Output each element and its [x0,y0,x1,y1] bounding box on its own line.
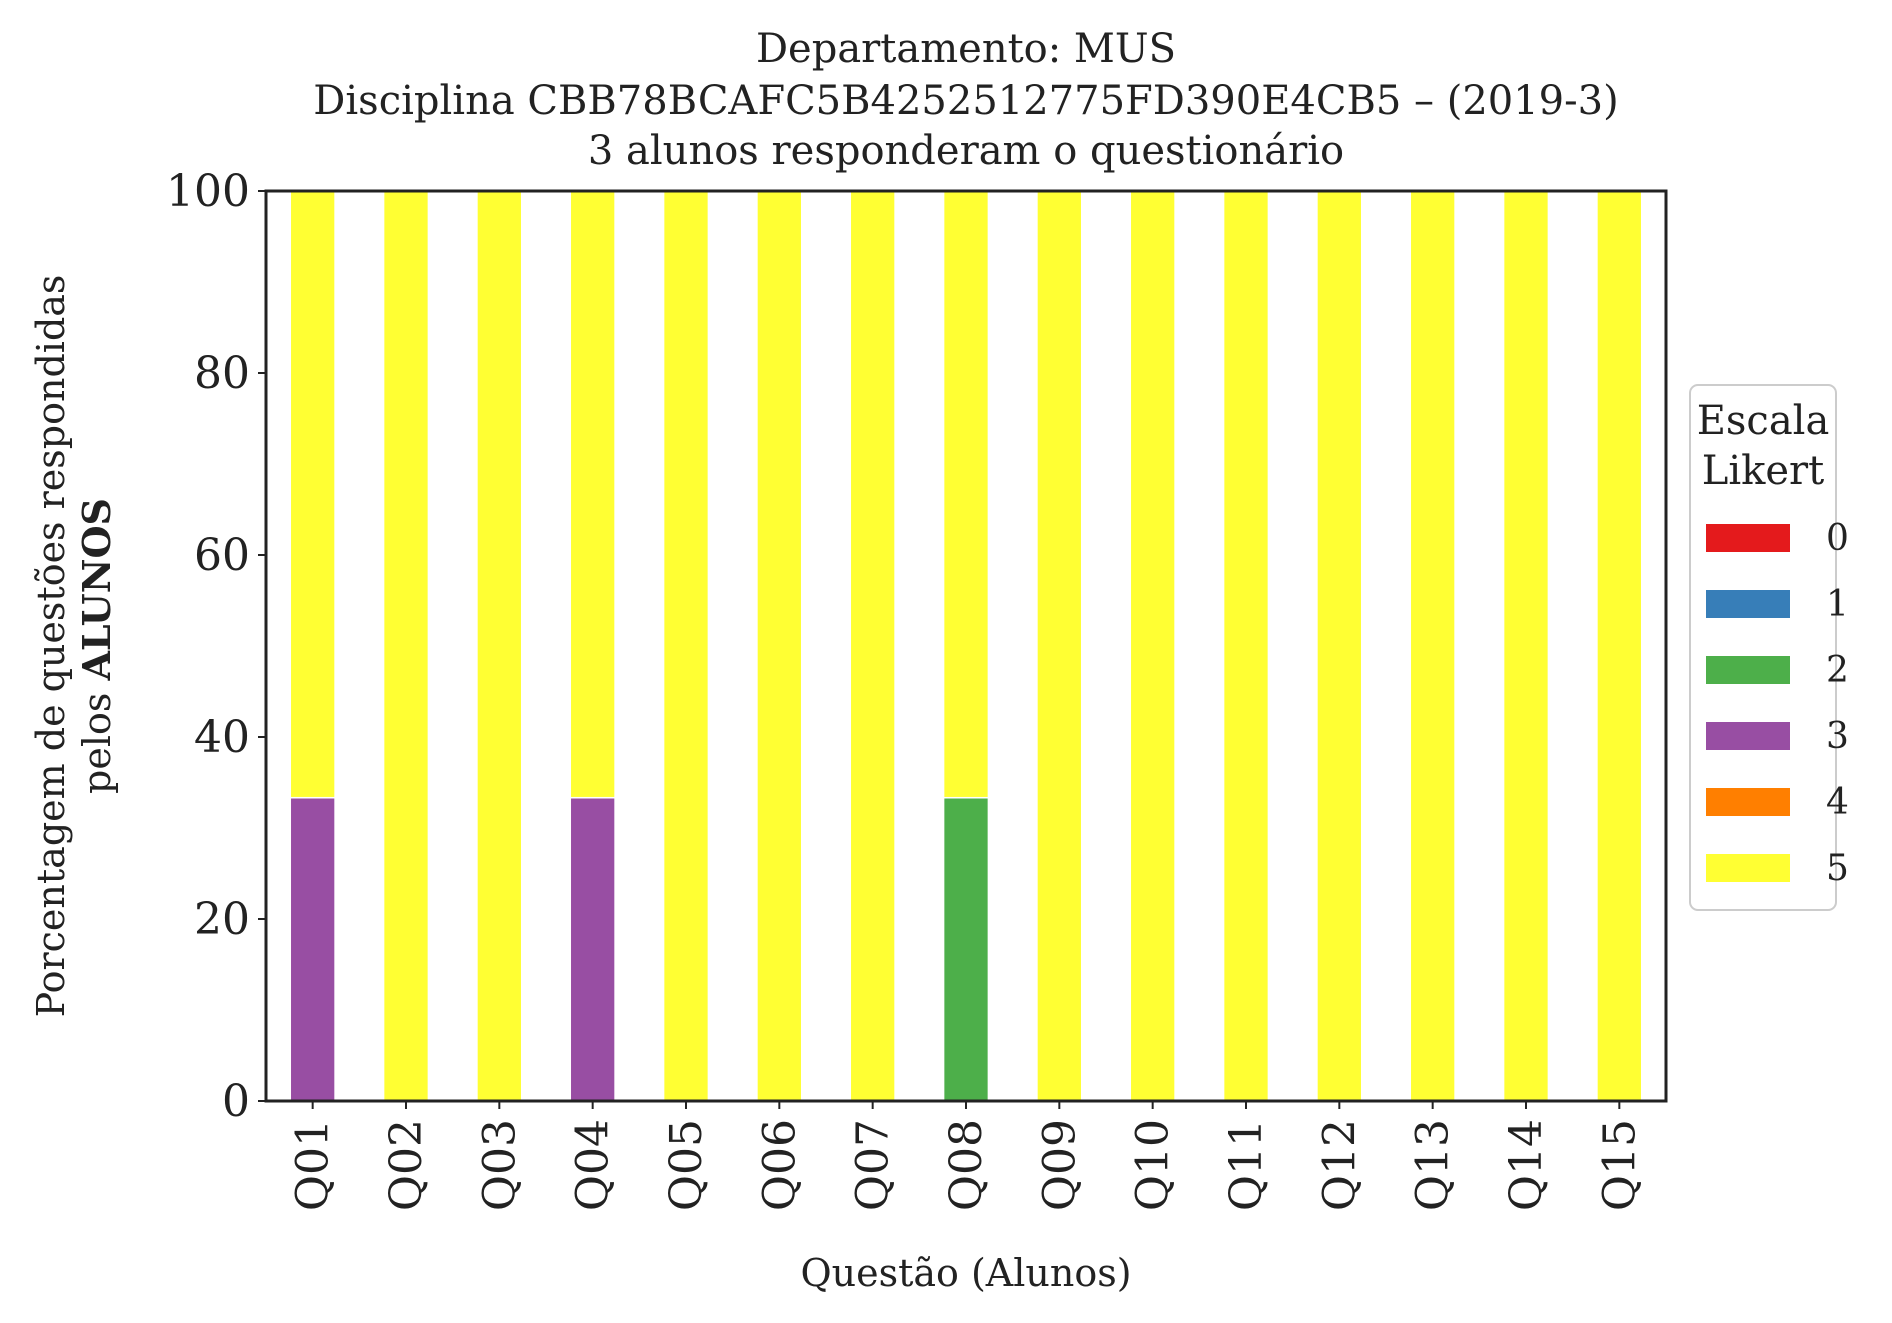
x-tick-label-q13: Q13 [1408,1119,1459,1211]
legend-frame [1689,384,1837,911]
x-tick-label-q12: Q12 [1314,1119,1365,1211]
bar-segment-q05-likert-5 [662,190,710,1102]
bar-segment-q06-likert-5 [756,190,803,1102]
x-tick-label-q08: Q08 [941,1119,992,1211]
y-axis-label-line-2: pelos ALUNOS [74,498,119,794]
bar-segment-q13-likert-5 [1409,190,1456,1102]
x-tick-label-q03: Q03 [474,1119,525,1211]
x-axis-label: Questão (Alunos) [800,1251,1131,1295]
chart-title-line-1: Departamento: MUS [756,26,1176,72]
x-tick-label-q04: Q04 [568,1119,619,1211]
y-tick-label: 20 [194,894,250,945]
x-tick-label-q05: Q05 [661,1119,712,1211]
legend-swatch-2 [1706,656,1790,684]
legend-swatch-5 [1706,854,1790,882]
bar-segment-q14-likert-5 [1502,190,1550,1102]
x-tick-label-q10: Q10 [1128,1119,1179,1211]
x-tick-label-q09: Q09 [1034,1119,1085,1211]
x-tick-label-q06: Q06 [754,1119,805,1211]
bar-segment-q09-likert-5 [1036,190,1083,1102]
bar-segment-q03-likert-5 [476,190,523,1102]
bar-segment-q02-likert-5 [382,190,430,1102]
y-tick-label: 80 [194,348,250,399]
y-tick-label: 100 [166,166,250,217]
y-tick-label: 40 [194,712,250,763]
x-axis-ticks: Q01 Q02 Q03 Q04 Q05 Q06 Q07 Q08 Q09 Q10 Q11 Q12 Q13 Q… [288,1101,1645,1211]
y-axis-label-prefix: pelos [75,681,119,794]
legend-title-line-2: Likert [1702,448,1824,494]
legend-label-2: 2 [1826,650,1849,691]
y-tick-label: 0 [222,1076,250,1127]
bar-segment-q15-likert-5 [1596,190,1643,1102]
legend-swatch-1 [1706,590,1790,618]
x-tick-label-q07: Q07 [848,1119,899,1211]
legend-title-line-1: Escala [1697,398,1830,444]
bar-segment-q12-likert-5 [1316,190,1363,1102]
bar-segment-q01-likert-5 [289,190,336,799]
bar-segment-q10-likert-5 [1129,190,1176,1102]
bars-layer [289,190,1643,1102]
x-tick-label-q14: Q14 [1501,1119,1552,1211]
chart-title: Departamento: MUS Disciplina CBB78BCAFC5… [313,26,1618,174]
bar-segment-q04-likert-3 [569,796,616,1102]
legend-label-0: 0 [1826,518,1849,559]
legend-swatch-4 [1706,788,1790,816]
chart-title-line-3: 3 alunos responderam o questionário [588,128,1344,174]
legend-label-4: 4 [1826,782,1849,823]
legend-items: 0 1 2 3 4 5 [1706,518,1849,889]
bar-segment-q04-likert-5 [569,190,616,799]
legend: Escala Likert 0 1 2 3 4 5 [1689,384,1849,911]
legend-label-3: 3 [1826,716,1849,757]
y-axis-label-line-1: Porcentagem de questões respondidas [29,275,73,1018]
y-axis-label: Porcentagem de questões respondidas pelo… [29,275,119,1018]
chart-title-line-2: Disciplina CBB78BCAFC5B4252512775FD390E4… [313,78,1618,124]
bar-segment-q01-likert-3 [289,796,336,1102]
bar-segment-q07-likert-5 [849,190,896,1102]
legend-swatch-0 [1706,524,1790,552]
x-tick-label-q11: Q11 [1221,1119,1272,1211]
plot-area-frame [264,189,1668,1103]
bar-segment-q08-likert-2 [942,796,990,1102]
bar-segment-q11-likert-5 [1222,190,1270,1102]
legend-swatch-3 [1706,722,1790,750]
y-tick-label: 60 [194,530,250,581]
x-tick-label-q15: Q15 [1594,1119,1645,1211]
y-axis-label-bold: ALUNOS [74,498,119,682]
bar-segment-q08-likert-5 [942,190,990,799]
y-axis-ticks: 0 20 40 60 80 100 [166,166,266,1127]
x-tick-label-q01: Q01 [288,1119,339,1211]
legend-label-1: 1 [1826,584,1849,625]
x-tick-label-q02: Q02 [381,1119,432,1211]
legend-label-5: 5 [1826,848,1849,889]
